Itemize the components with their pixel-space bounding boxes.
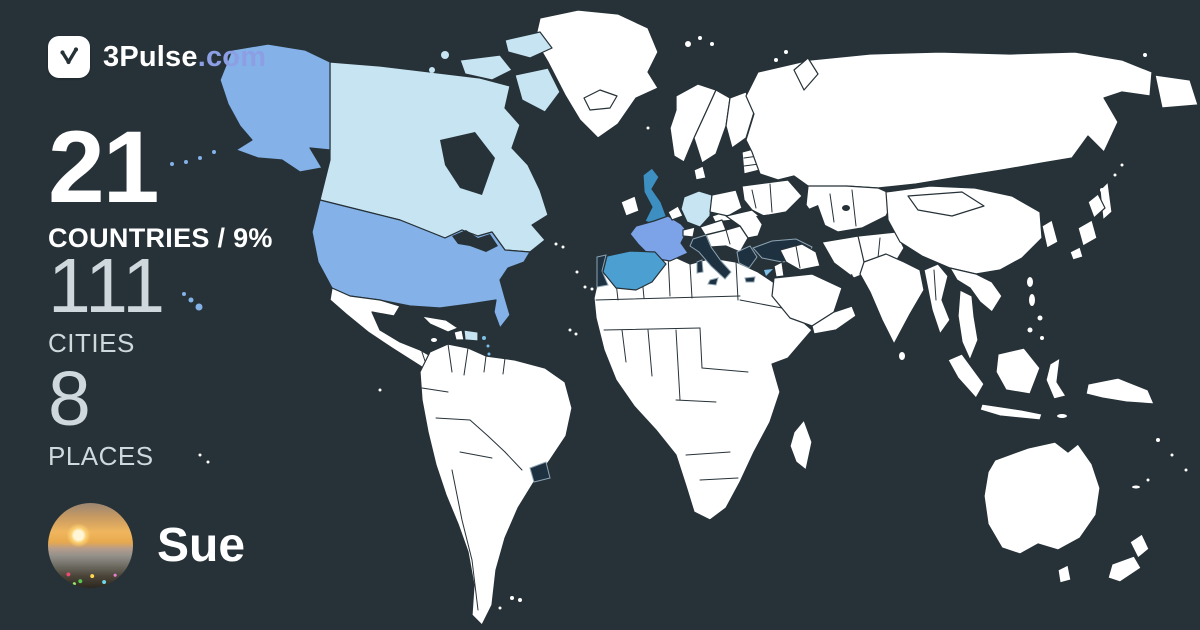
- country-alaska: [170, 43, 331, 173]
- pacific-islands: [198, 388, 1188, 610]
- country-australia: [983, 441, 1101, 584]
- country-russia: [685, 36, 1199, 221]
- country-new-zealand: [1107, 533, 1150, 583]
- region-east-asia: [885, 185, 1106, 287]
- country-korea: [1041, 219, 1059, 249]
- country-spain: [602, 250, 667, 291]
- region-southeast-asia: [947, 267, 1155, 421]
- country-poland: [709, 189, 743, 217]
- continent-south-america: [419, 343, 573, 626]
- region-central-asia: [805, 185, 897, 259]
- country-mongolia: [907, 191, 985, 217]
- hawaii-islands: [182, 292, 203, 311]
- country-germany: [680, 190, 713, 228]
- country-japan: [1087, 193, 1106, 219]
- country-uruguay: [529, 461, 551, 483]
- country-italy: [689, 234, 732, 280]
- country-france: [629, 215, 689, 262]
- country-cyprus: [764, 269, 773, 276]
- country-portugal: [596, 254, 609, 288]
- country-canada: [319, 31, 561, 253]
- country-greenland: [534, 9, 659, 139]
- region-europe: [554, 83, 813, 291]
- country-ireland: [620, 195, 640, 217]
- country-madagascar: [789, 419, 813, 471]
- country-india: [859, 253, 925, 345]
- country-norway: [669, 83, 717, 163]
- country-iceland: [583, 89, 618, 111]
- country-usa: [311, 199, 531, 329]
- country-greece: [736, 245, 758, 269]
- region-south-asia: [857, 231, 951, 360]
- country-denmark: [693, 165, 707, 181]
